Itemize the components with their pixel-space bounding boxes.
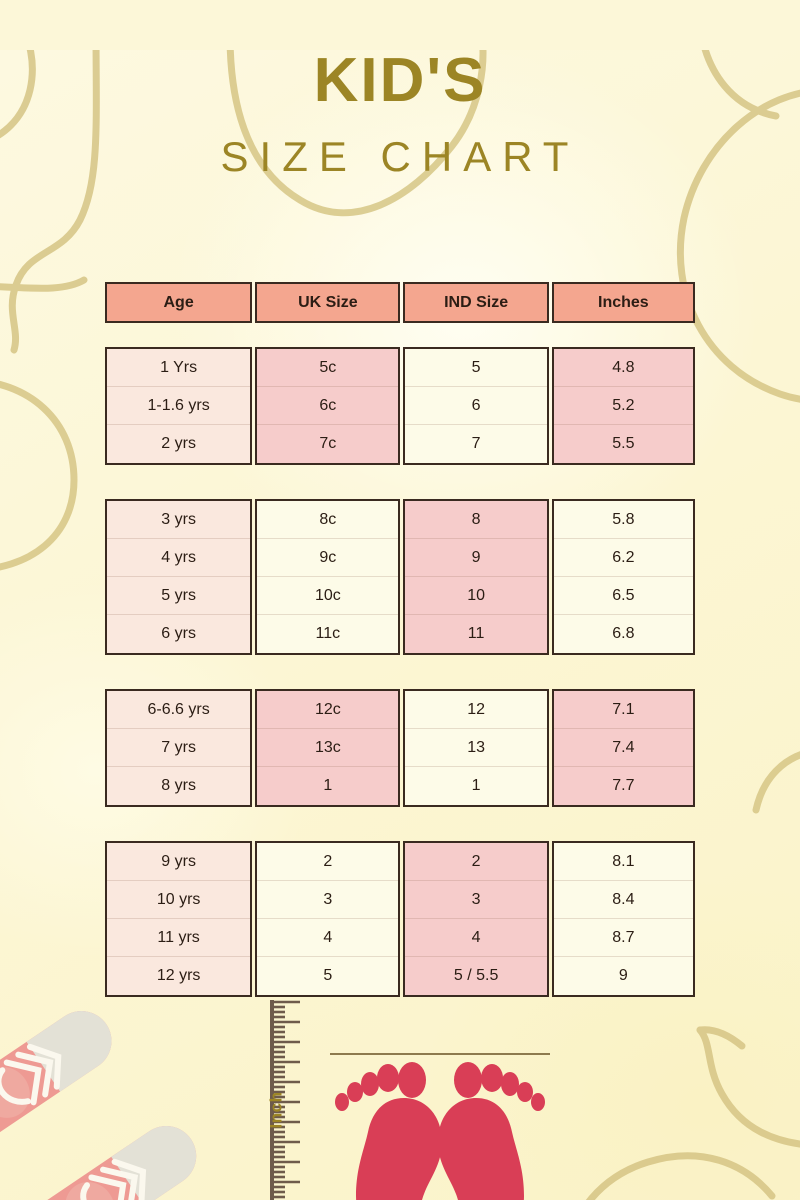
column-header-uk-size: UK Size: [255, 282, 401, 323]
table-column-uk-size: 8c 9c 10c 11c: [255, 499, 401, 655]
table-cell: 10 yrs: [107, 881, 251, 919]
table-cell: 5c: [257, 349, 399, 387]
table-column-uk-size: 12c 13c 1: [255, 689, 401, 807]
table-column-inches: 4.8 5.2 5.5: [551, 347, 695, 465]
table-cell: 12c: [257, 691, 399, 729]
table-column-inches: 5.8 6.2 6.5 6.8: [551, 499, 695, 655]
table-cell: 8: [405, 501, 547, 539]
table-cell: 1-1.6 yrs: [107, 387, 251, 425]
table-cell: 9c: [257, 539, 399, 577]
table-cell: 12: [405, 691, 547, 729]
table-cell: 7.4: [553, 729, 693, 767]
table-cell: 6.5: [553, 577, 693, 615]
table-column-uk-size: 5c 6c 7c: [255, 347, 401, 465]
table-column-ind-size: 2 3 4 5 / 5.5: [403, 841, 549, 997]
table-block-1: 1 Yrs 1-1.6 yrs 2 yrs 5c 6c 7c 5 6 7 4.8…: [105, 347, 695, 465]
table-cell: 2: [405, 843, 547, 881]
table-cell: 8.1: [553, 843, 693, 881]
table-cell: 5: [323, 967, 333, 984]
footprints-icon: [330, 1053, 550, 1200]
table-column-age: 3 yrs 4 yrs 5 yrs 6 yrs: [105, 499, 253, 655]
table-cell: 7c: [319, 435, 337, 452]
table-cell: 5: [405, 349, 547, 387]
table-cell: 7 yrs: [107, 729, 251, 767]
table-cell: 9: [405, 539, 547, 577]
table-cell: 7: [471, 435, 481, 452]
page-title: KID'S: [313, 46, 487, 115]
table-cell: 4.8: [553, 349, 693, 387]
bottom-illustration: [0, 990, 800, 1200]
table-cell: 6-6.6 yrs: [107, 691, 251, 729]
table-cell: 4: [405, 919, 547, 957]
table-cell: 4 yrs: [107, 539, 251, 577]
table-cell: 3: [405, 881, 547, 919]
table-cell: 7.7: [612, 777, 635, 794]
table-cell: 8 yrs: [161, 777, 196, 794]
table-cell: 3 yrs: [107, 501, 251, 539]
table-cell: 1: [323, 777, 333, 794]
table-column-inches: 8.1 8.4 8.7 9: [551, 841, 695, 997]
column-header-ind-size: IND Size: [403, 282, 549, 323]
table-column-age: 1 Yrs 1-1.6 yrs 2 yrs: [105, 347, 253, 465]
table-cell: 5.2: [553, 387, 693, 425]
table-cell: 6.2: [553, 539, 693, 577]
table-cell: 11 yrs: [107, 919, 251, 957]
table-cell: 1 Yrs: [107, 349, 251, 387]
table-cell: 2: [257, 843, 399, 881]
ruler-unit-label: Inch: [266, 1091, 286, 1129]
table-cell: 1: [471, 777, 481, 794]
table-cell: 5 yrs: [107, 577, 251, 615]
table-cell: 6: [405, 387, 547, 425]
page-subtitle: SIZE CHART: [220, 133, 580, 180]
table-cell: 5.5: [612, 435, 635, 452]
table-cell: 6 yrs: [161, 625, 196, 642]
table-cell: 5 / 5.5: [453, 967, 499, 984]
table-column-ind-size: 8 9 10 11: [403, 499, 549, 655]
table-cell: 13c: [257, 729, 399, 767]
table-cell: 9 yrs: [107, 843, 251, 881]
table-block-2: 3 yrs 4 yrs 5 yrs 6 yrs 8c 9c 10c 11c 8 …: [105, 499, 695, 655]
table-cell: 2 yrs: [161, 435, 196, 452]
table-cell: 6c: [257, 387, 399, 425]
column-header-age: Age: [105, 282, 253, 323]
size-chart-table: Age UK Size IND Size Inches 1 Yrs 1-1.6 …: [105, 282, 695, 1031]
table-column-ind-size: 12 13 1: [403, 689, 549, 807]
table-cell: 3: [257, 881, 399, 919]
table-cell: 8c: [257, 501, 399, 539]
table-cell: 13: [405, 729, 547, 767]
table-column-inches: 7.1 7.4 7.7: [551, 689, 695, 807]
table-cell: 9: [618, 967, 628, 984]
table-block-4: 9 yrs 10 yrs 11 yrs 12 yrs 2 3 4 5 2 3 4…: [105, 841, 695, 997]
table-header-row: Age UK Size IND Size Inches: [105, 282, 695, 323]
column-header-inches: Inches: [551, 282, 695, 323]
table-column-age: 9 yrs 10 yrs 11 yrs 12 yrs: [105, 841, 253, 997]
table-cell: 8.4: [553, 881, 693, 919]
table-column-uk-size: 2 3 4 5: [255, 841, 401, 997]
table-cell: 6.8: [612, 625, 635, 642]
table-cell: 11c: [315, 625, 341, 642]
table-cell: 4: [257, 919, 399, 957]
table-cell: 7.1: [553, 691, 693, 729]
table-cell: 10c: [257, 577, 399, 615]
table-block-3: 6-6.6 yrs 7 yrs 8 yrs 12c 13c 1 12 13 1 …: [105, 689, 695, 807]
table-column-ind-size: 5 6 7: [403, 347, 549, 465]
ruler-icon: [270, 1000, 300, 1200]
table-cell: 12 yrs: [156, 967, 201, 984]
table-cell: 5.8: [553, 501, 693, 539]
table-cell: 10: [405, 577, 547, 615]
table-column-age: 6-6.6 yrs 7 yrs 8 yrs: [105, 689, 253, 807]
table-cell: 11: [467, 625, 485, 642]
table-cell: 8.7: [553, 919, 693, 957]
sneakers-icon: [0, 1011, 197, 1200]
